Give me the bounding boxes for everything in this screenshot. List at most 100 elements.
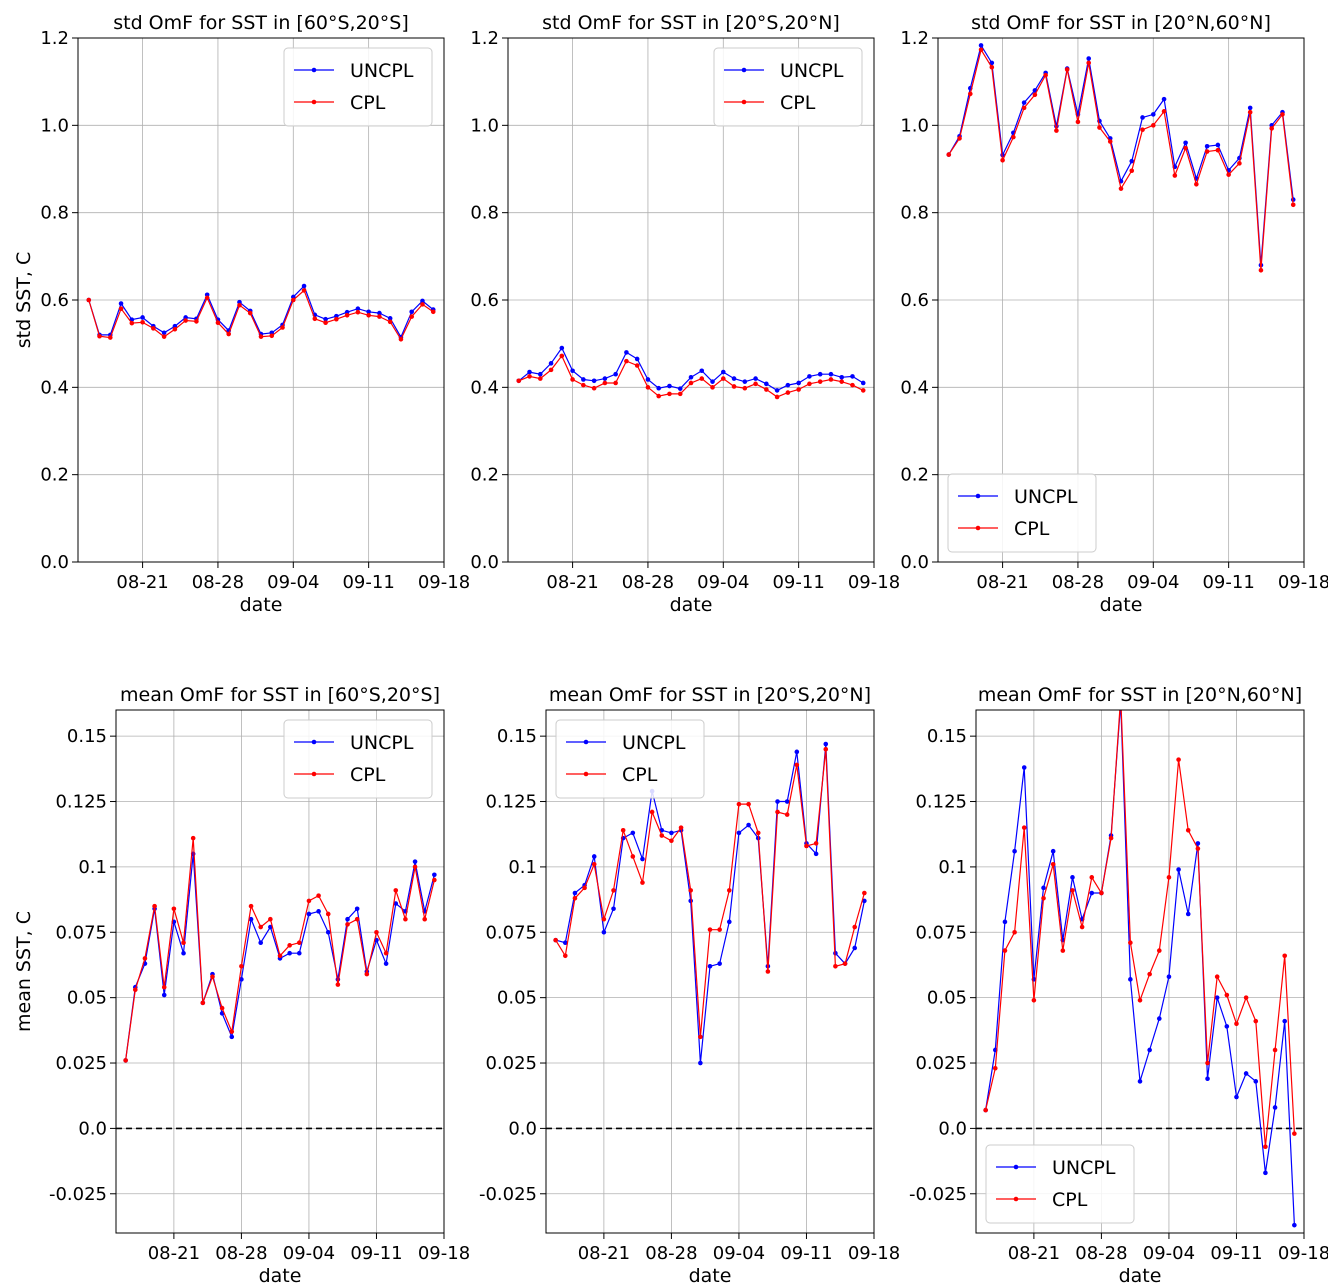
data-point-cpl: [132, 987, 138, 993]
data-point-uncpl: [1150, 112, 1156, 117]
data-point-uncpl: [742, 379, 748, 384]
data-point-uncpl: [1253, 1079, 1259, 1084]
legend-box: [283, 719, 433, 799]
data-point-cpl: [731, 384, 737, 389]
y-tick-label: 0.1: [938, 857, 967, 878]
data-point-uncpl: [572, 890, 578, 896]
plot-area: [946, 43, 1296, 273]
data-point-cpl: [570, 377, 575, 382]
data-point-cpl: [1075, 119, 1081, 125]
legend-marker-uncpl: [311, 67, 317, 73]
data-point-cpl: [978, 47, 984, 53]
legend-label-cpl: CPL: [350, 92, 386, 114]
legend-label-cpl: CPL: [1014, 518, 1050, 540]
data-point-uncpl: [613, 371, 618, 377]
chart-title: mean OmF for SST in [20°N,60°N]: [978, 684, 1302, 706]
legend: UNCPL CPL: [985, 1144, 1135, 1224]
data-point-cpl: [720, 376, 726, 381]
data-point-uncpl: [860, 380, 866, 386]
data-point-cpl: [1118, 186, 1124, 191]
legend-marker-cpl: [741, 99, 747, 105]
chart-panel-3: 0.0 0.2 0.4 0.6 0.8 1.0 1.2 08-21 08-28 09-04 09-1…: [900, 12, 1328, 616]
data-point-cpl: [1237, 161, 1242, 166]
data-point-uncpl: [316, 909, 321, 914]
data-point-uncpl: [323, 316, 328, 322]
data-point-cpl: [640, 880, 645, 885]
y-tick-label: 0.2: [900, 465, 929, 486]
data-point-cpl: [562, 953, 568, 959]
data-point-uncpl: [698, 1060, 703, 1066]
chart-title: mean OmF for SST in [20°S,20°N]: [549, 684, 871, 706]
data-point-cpl: [659, 833, 665, 838]
data-point-uncpl: [699, 368, 705, 374]
data-point-cpl: [432, 877, 437, 883]
y-tick-label: 0.1: [78, 857, 107, 878]
data-point-uncpl: [1021, 100, 1027, 105]
data-point-cpl: [630, 854, 636, 859]
data-point-cpl: [219, 1005, 225, 1011]
legend-marker-cpl: [1013, 1196, 1019, 1202]
data-point-uncpl: [562, 940, 568, 946]
data-point-uncpl: [412, 859, 418, 864]
y-tick-label: 0.025: [485, 1053, 537, 1074]
y-tick-label: -0.025: [49, 1184, 107, 1205]
data-point-cpl: [1243, 995, 1249, 1000]
legend-box: [283, 47, 433, 127]
data-point-cpl: [1011, 134, 1016, 140]
data-point-uncpl: [1012, 848, 1017, 854]
data-point-cpl: [269, 333, 275, 339]
legend-marker-uncpl: [975, 493, 981, 499]
data-point-cpl: [1269, 126, 1275, 131]
data-point-cpl: [248, 903, 254, 909]
y-tick-label: 0.8: [40, 203, 69, 224]
data-point-cpl: [764, 387, 769, 392]
data-point-cpl: [1021, 825, 1027, 830]
data-point-uncpl: [1183, 140, 1188, 146]
y-tick-label: 1.0: [40, 115, 69, 136]
data-point-uncpl: [656, 385, 662, 391]
legend: UNCPL CPL: [713, 47, 863, 127]
data-point-cpl: [860, 388, 866, 393]
data-point-cpl: [1000, 157, 1005, 163]
chart-title: std OmF for SST in [20°N,60°N]: [971, 12, 1271, 34]
data-point-uncpl: [807, 374, 812, 379]
data-point-cpl: [688, 380, 694, 386]
data-point-cpl: [1043, 72, 1048, 78]
data-point-cpl: [1108, 835, 1114, 841]
data-point-uncpl: [677, 386, 683, 391]
data-point-cpl: [1166, 875, 1172, 880]
data-point-cpl: [268, 916, 273, 922]
data-point-uncpl: [611, 906, 616, 912]
legend-marker-cpl: [311, 99, 317, 105]
data-point-cpl: [151, 326, 156, 331]
data-point-cpl: [677, 391, 683, 397]
y-tick-label: 0.025: [55, 1053, 107, 1074]
x-axis-label: date: [1100, 594, 1143, 616]
data-point-uncpl: [828, 371, 834, 377]
data-point-uncpl: [306, 911, 312, 917]
y-tick-label: 1.2: [40, 28, 69, 49]
data-point-uncpl: [591, 854, 597, 859]
data-point-uncpl: [796, 380, 801, 386]
data-point-cpl: [140, 319, 145, 325]
legend-label-uncpl: UNCPL: [780, 60, 844, 82]
y-tick-label: 0.0: [470, 552, 499, 573]
y-tick-label: 0.05: [927, 988, 967, 1009]
data-point-uncpl: [1166, 974, 1172, 980]
data-point-cpl: [957, 136, 962, 141]
data-point-uncpl: [630, 830, 636, 836]
data-point-cpl: [316, 893, 321, 898]
data-point-cpl: [688, 888, 694, 893]
data-point-uncpl: [239, 977, 244, 982]
data-point-uncpl: [1021, 765, 1027, 770]
legend-label-cpl: CPL: [1052, 1189, 1088, 1211]
data-point-cpl: [785, 390, 791, 395]
legend-marker-uncpl: [311, 739, 317, 745]
data-point-uncpl: [1140, 115, 1145, 120]
data-point-cpl: [1086, 60, 1092, 66]
data-point-cpl: [1107, 139, 1113, 144]
data-point-cpl: [258, 924, 264, 930]
y-tick-label: 0.05: [67, 988, 107, 1009]
x-axis-label: date: [1119, 1265, 1162, 1287]
chart-panel-4: -0.025 0.0 0.025 0.05 0.075 0.1 0.125 0.15 08-21…: [13, 684, 470, 1287]
